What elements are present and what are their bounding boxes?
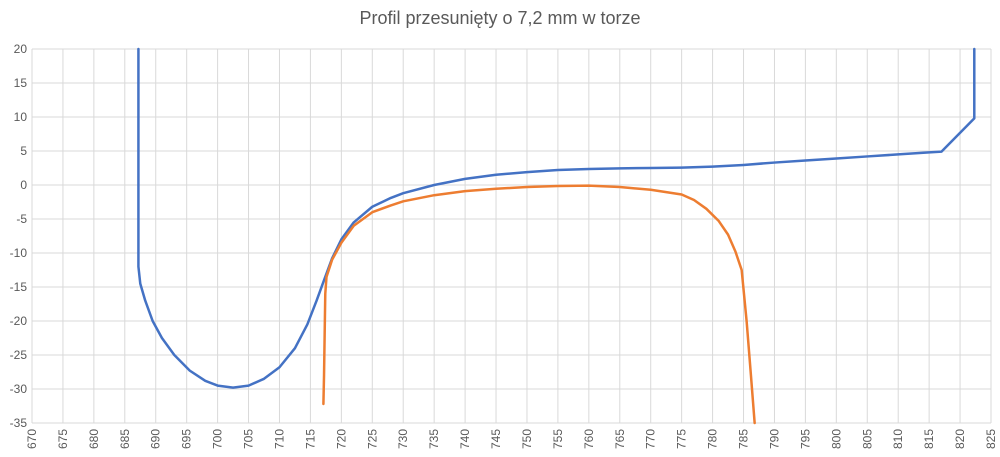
- y-axis-ticks: 20 15 10 5 0 -5 -10 -15 -20 -25 -30 -35: [10, 42, 28, 430]
- x-tick-label: 675: [56, 429, 70, 449]
- y-tick-label: -30: [10, 382, 28, 396]
- x-tick-label: 790: [767, 429, 781, 449]
- x-axis-ticks: 670 675 680 685 690 695 700 705 710 715 720 725 730 7…: [25, 429, 998, 449]
- x-tick-label: 740: [458, 429, 472, 449]
- y-tick-label: -15: [10, 280, 28, 294]
- x-tick-label: 825: [984, 429, 998, 449]
- x-tick-label: 815: [922, 429, 936, 449]
- y-tick-label: -20: [10, 314, 28, 328]
- x-tick-label: 765: [613, 429, 627, 449]
- x-tick-label: 735: [427, 429, 441, 449]
- x-tick-label: 770: [644, 429, 658, 449]
- x-tick-label: 685: [118, 429, 132, 449]
- y-tick-label: -25: [10, 348, 28, 362]
- y-tick-label: 20: [14, 42, 28, 56]
- series-line-2: [322, 184, 756, 425]
- x-tick-label: 720: [334, 429, 348, 449]
- y-tick-label: 5: [20, 144, 27, 158]
- x-tick-label: 715: [303, 429, 317, 449]
- series-lines: [137, 47, 976, 425]
- x-tick-label: 705: [242, 429, 256, 449]
- x-tick-label: 690: [149, 429, 163, 449]
- grid: [31, 48, 992, 424]
- x-tick-label: 810: [891, 429, 905, 449]
- x-tick-label: 780: [706, 429, 720, 449]
- x-tick-label: 805: [860, 429, 874, 449]
- x-tick-label: 760: [582, 429, 596, 449]
- x-tick-label: 700: [211, 429, 225, 449]
- y-tick-label: -35: [10, 416, 28, 430]
- chart-title: Profil przesunięty o 7,2 mm w torze: [359, 8, 641, 28]
- x-tick-label: 775: [675, 429, 689, 449]
- y-tick-label: 0: [20, 178, 27, 192]
- y-tick-label: 15: [14, 76, 28, 90]
- x-tick-label: 730: [396, 429, 410, 449]
- x-tick-label: 800: [829, 429, 843, 449]
- x-tick-label: 710: [272, 429, 286, 449]
- x-tick-label: 695: [180, 429, 194, 449]
- x-tick-label: 820: [953, 429, 967, 449]
- x-tick-label: 750: [520, 429, 534, 449]
- x-tick-label: 755: [551, 429, 565, 449]
- x-tick-label: 670: [25, 429, 39, 449]
- y-tick-label: -5: [16, 212, 27, 226]
- x-tick-label: 680: [87, 429, 101, 449]
- y-tick-label: -10: [10, 246, 28, 260]
- y-tick-label: 10: [14, 110, 28, 124]
- x-tick-label: 745: [489, 429, 503, 449]
- x-tick-label: 725: [365, 429, 379, 449]
- series-line-1: [137, 47, 976, 389]
- x-tick-label: 795: [798, 429, 812, 449]
- x-tick-label: 785: [737, 429, 751, 449]
